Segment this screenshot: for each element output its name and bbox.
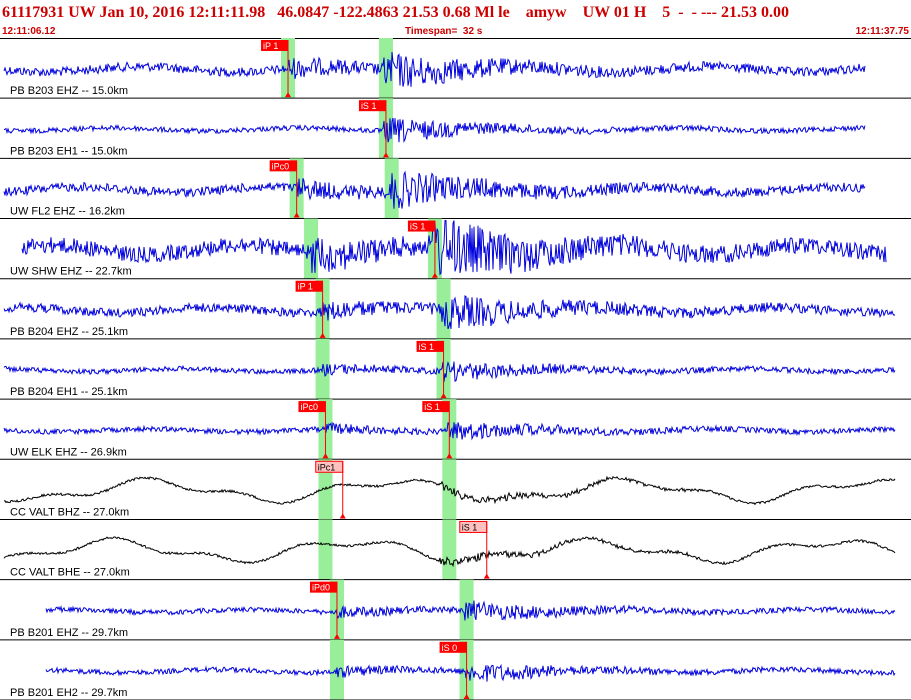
event-summary-line: 61117931 UW Jan 10, 2016 12:11:11.98 46.… (2, 4, 789, 21)
pick-window-band (459, 579, 474, 640)
waveform-trace (3, 475, 896, 506)
waveform-trace (3, 295, 896, 330)
channel-label: UW FL2 EHZ -- 16.2km (10, 206, 125, 218)
channel-row[interactable]: iPc0 iS 1 UW ELK EHZ -- 26.9km (0, 399, 911, 460)
channel-label: PB B201 EH2 -- 29.7km (10, 687, 127, 699)
channel-label: PB B203 EHZ -- 15.0km (10, 85, 128, 97)
timespan-label: Timespan= 32 s (405, 26, 483, 37)
pick-flag (358, 100, 386, 112)
channel-label: UW SHW EHZ -- 22.7km (10, 266, 132, 278)
channel-label: PB B203 EH1 -- 15.0km (10, 145, 127, 157)
pick-label: iS 1 (462, 522, 478, 532)
window-end-time: 12:11:37.75 (855, 26, 909, 37)
pick-label: iPd0 (312, 583, 330, 593)
pick-flag (295, 280, 323, 292)
channel-label: CC VALT BHZ -- 27.0km (10, 506, 129, 518)
pick-marker (431, 272, 438, 278)
pick-label: iPc0 (300, 402, 318, 412)
pick-marker (382, 152, 389, 158)
pick-flag (439, 641, 467, 653)
waveform-trace (3, 117, 866, 144)
waveform-trace (3, 51, 866, 87)
pick-label: iS 1 (361, 101, 377, 111)
pick-label: iPc0 (272, 161, 290, 171)
pick-label: iS 1 (410, 222, 426, 232)
pick-flag (261, 40, 289, 51)
pick-label: iS 0 (442, 643, 458, 653)
channel-label: UW ELK EHZ -- 26.9km (10, 446, 127, 458)
pick-flag (422, 401, 450, 413)
channel-label: PB B204 EH1 -- 25.1km (10, 386, 127, 398)
pick-label: iP 1 (298, 282, 313, 292)
channel-label: CC VALT BHE -- 27.0km (10, 567, 130, 579)
pick-marker (319, 332, 326, 338)
pick-marker (333, 633, 340, 639)
pick-marker (285, 92, 292, 98)
pick-marker (322, 453, 329, 459)
channel-row[interactable]: iP 1 PB B204 EHZ -- 25.1km (0, 278, 911, 340)
pick-marker (293, 212, 300, 218)
waveform-trace (3, 361, 896, 382)
waveform-trace (21, 219, 887, 276)
waveform-trace (45, 663, 896, 682)
pick-flag (416, 340, 444, 352)
channel-row[interactable]: iPd0 PB B201 EHZ -- 29.7km (0, 579, 911, 641)
pick-marker (463, 694, 470, 699)
window-start-time: 12:11:06.12 (2, 26, 56, 37)
pick-label: iP 1 (263, 41, 278, 51)
channel-row[interactable]: iPc1 CC VALT BHZ -- 27.0km (0, 459, 911, 520)
pick-marker (339, 513, 346, 519)
pick-flag (407, 220, 435, 232)
pick-flag (298, 401, 326, 413)
pick-label: iS 1 (419, 342, 435, 352)
pick-flag (269, 160, 297, 172)
pick-marker (446, 453, 453, 459)
pick-marker (440, 393, 447, 399)
seismogram-panel[interactable]: iP 1 PB B203 EHZ -- 15.0km iS 1 PB B203 EH1… (0, 38, 911, 700)
seismogram-traces[interactable]: iP 1 PB B203 EHZ -- 15.0km iS 1 PB B203 EH1… (0, 38, 911, 700)
channel-row[interactable]: iS 1 PB B204 EH1 -- 25.1km (0, 338, 911, 400)
pick-window-band (318, 519, 333, 580)
event-header: 61117931 UW Jan 10, 2016 12:11:11.98 46.… (0, 0, 911, 38)
channel-label: PB B204 EHZ -- 25.1km (10, 326, 128, 338)
channel-row[interactable]: iPc0 UW FL2 EHZ -- 16.2km (0, 158, 911, 220)
pick-window-band (378, 38, 393, 99)
pick-window-band (442, 519, 457, 580)
channel-row[interactable]: iS 1 PB B203 EH1 -- 15.0km (0, 98, 911, 159)
waveform-trace (45, 600, 896, 621)
channel-row[interactable]: iS 0 PB B201 EH2 -- 29.7km (0, 639, 911, 700)
pick-label: iS 1 (424, 402, 440, 412)
waveform-trace (3, 170, 866, 209)
pick-flag (309, 581, 337, 593)
channel-row[interactable]: iS 1 UW SHW EHZ -- 22.7km (0, 218, 911, 280)
channel-label: PB B201 EHZ -- 29.7km (10, 627, 128, 639)
pick-marker (483, 573, 490, 579)
waveform-trace (3, 536, 896, 568)
channel-row[interactable]: iP 1 PB B203 EHZ -- 15.0km (0, 38, 911, 99)
channel-row[interactable]: iS 1 CC VALT BHE -- 27.0km (0, 519, 911, 581)
pick-label: iPc1 (318, 462, 336, 472)
